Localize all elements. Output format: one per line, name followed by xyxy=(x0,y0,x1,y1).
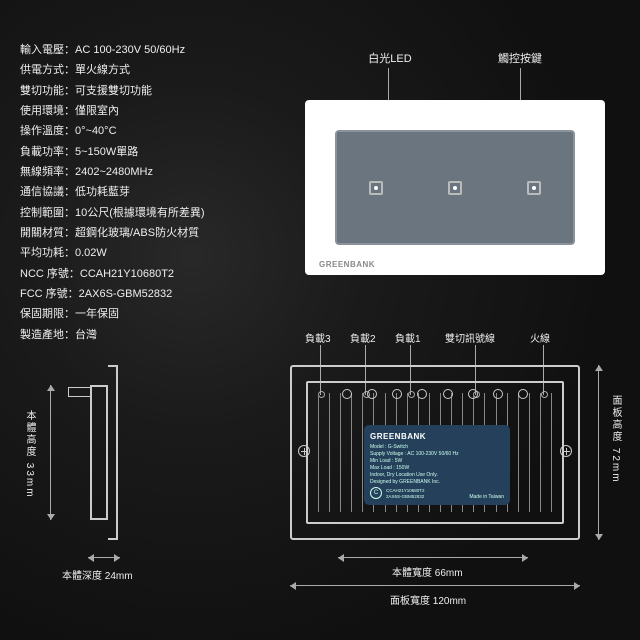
dim-body-depth: 本體深度 24mm xyxy=(62,567,133,582)
spec-row: FCC 序號：2AX6S-GBM52832 xyxy=(20,284,205,304)
plate-line: Designed by GREENBANK Inc. xyxy=(370,479,504,486)
screw-hole-right xyxy=(560,445,572,457)
plate-line: Min Load : 5W xyxy=(370,458,504,465)
callout-live: 火線 xyxy=(530,330,550,345)
spec-row: NCC 序號：CCAH21Y10680T2 xyxy=(20,264,205,284)
spec-row: 供電方式：單火線方式 xyxy=(20,60,205,80)
dim-panel-width-line xyxy=(290,585,580,586)
brand-label: GREENBANK xyxy=(319,260,375,269)
callout-load3: 負載3 xyxy=(305,330,331,345)
spec-row: 無線頻率：2402~2480MHz xyxy=(20,162,205,182)
spec-row: 操作溫度：0°~40°C xyxy=(20,121,205,141)
spec-row: 製造產地：台灣 xyxy=(20,325,205,345)
callout-load1: 負載1 xyxy=(395,330,421,345)
spec-row: 控制範圍：10公尺(根據環境有所差異) xyxy=(20,203,205,223)
dim-body-height: 本體高度 33mm xyxy=(22,410,37,499)
fcc-icon: C xyxy=(370,487,382,499)
plate-line: Supply Voltage : AC 100-230V 50/60 Hz xyxy=(370,451,504,458)
callout-2way: 雙切訊號線 xyxy=(445,330,495,345)
dim-body-width: 本體寬度 66mm xyxy=(392,564,463,579)
screw-hole-left xyxy=(298,445,310,457)
back-diagram: GREENBANK Model : G-SwitchSupply Voltage… xyxy=(290,365,580,540)
spec-list: 輸入電壓：AC 100-230V 50/60Hz供電方式：單火線方式雙切功能：可… xyxy=(20,40,205,345)
plate-line: Max Load : 150W xyxy=(370,465,504,472)
side-view xyxy=(60,365,140,540)
dim-panel-width: 面板寬度 120mm xyxy=(390,592,466,607)
spec-row: 使用環境：僅限室內 xyxy=(20,101,205,121)
terminal-row xyxy=(342,389,528,403)
plate-cert1: CCAH21Y10680T2 xyxy=(386,488,425,493)
callout-load2: 負載2 xyxy=(350,330,376,345)
dim-body-depth-line xyxy=(88,557,120,558)
touch-button-2 xyxy=(448,181,462,195)
spec-row: 平均功耗：0.02W xyxy=(20,243,205,263)
dim-body-width-line xyxy=(338,557,528,558)
front-panel: GREENBANK xyxy=(305,100,605,275)
spec-row: 雙切功能：可支援雙切功能 xyxy=(20,81,205,101)
callout-touch: 觸控按鍵 xyxy=(490,50,550,66)
dim-panel-height: 面板高度 72mm xyxy=(608,395,623,484)
dim-body-height-line xyxy=(50,385,51,520)
dim-panel-height-line xyxy=(598,365,599,540)
spec-row: 保固期限：一年保固 xyxy=(20,304,205,324)
touch-button-1 xyxy=(369,181,383,195)
rating-plate: GREENBANK Model : G-SwitchSupply Voltage… xyxy=(364,425,510,505)
spec-row: 通信協議：低功耗藍芽 xyxy=(20,182,205,202)
plate-line: Model : G-Switch xyxy=(370,444,504,451)
plate-line: Indoor, Dry Location Use Only. xyxy=(370,472,504,479)
plate-made: Made in Taiwan xyxy=(469,494,504,501)
plate-cert2: 2AX6S-GBM52832 xyxy=(386,494,424,499)
plate-brand: GREENBANK xyxy=(370,431,504,442)
spec-row: 開關材質：超鋼化玻璃/ABS防火材質 xyxy=(20,223,205,243)
touch-screen xyxy=(335,130,575,245)
touch-button-3 xyxy=(527,181,541,195)
callout-led: 白光LED xyxy=(360,50,420,66)
spec-row: 輸入電壓：AC 100-230V 50/60Hz xyxy=(20,40,205,60)
spec-row: 負載功率：5~150W單路 xyxy=(20,142,205,162)
